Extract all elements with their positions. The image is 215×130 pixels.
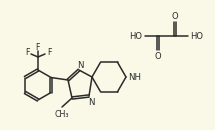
Text: F: F bbox=[47, 47, 51, 57]
Text: HO: HO bbox=[129, 31, 143, 41]
Text: F: F bbox=[36, 43, 40, 51]
Text: HO: HO bbox=[190, 31, 204, 41]
Text: NH: NH bbox=[129, 73, 141, 82]
Text: CH₃: CH₃ bbox=[55, 109, 69, 119]
Text: O: O bbox=[172, 11, 178, 21]
Text: O: O bbox=[155, 51, 161, 60]
Text: N: N bbox=[88, 98, 94, 106]
Text: N: N bbox=[77, 60, 83, 70]
Text: F: F bbox=[25, 47, 29, 57]
